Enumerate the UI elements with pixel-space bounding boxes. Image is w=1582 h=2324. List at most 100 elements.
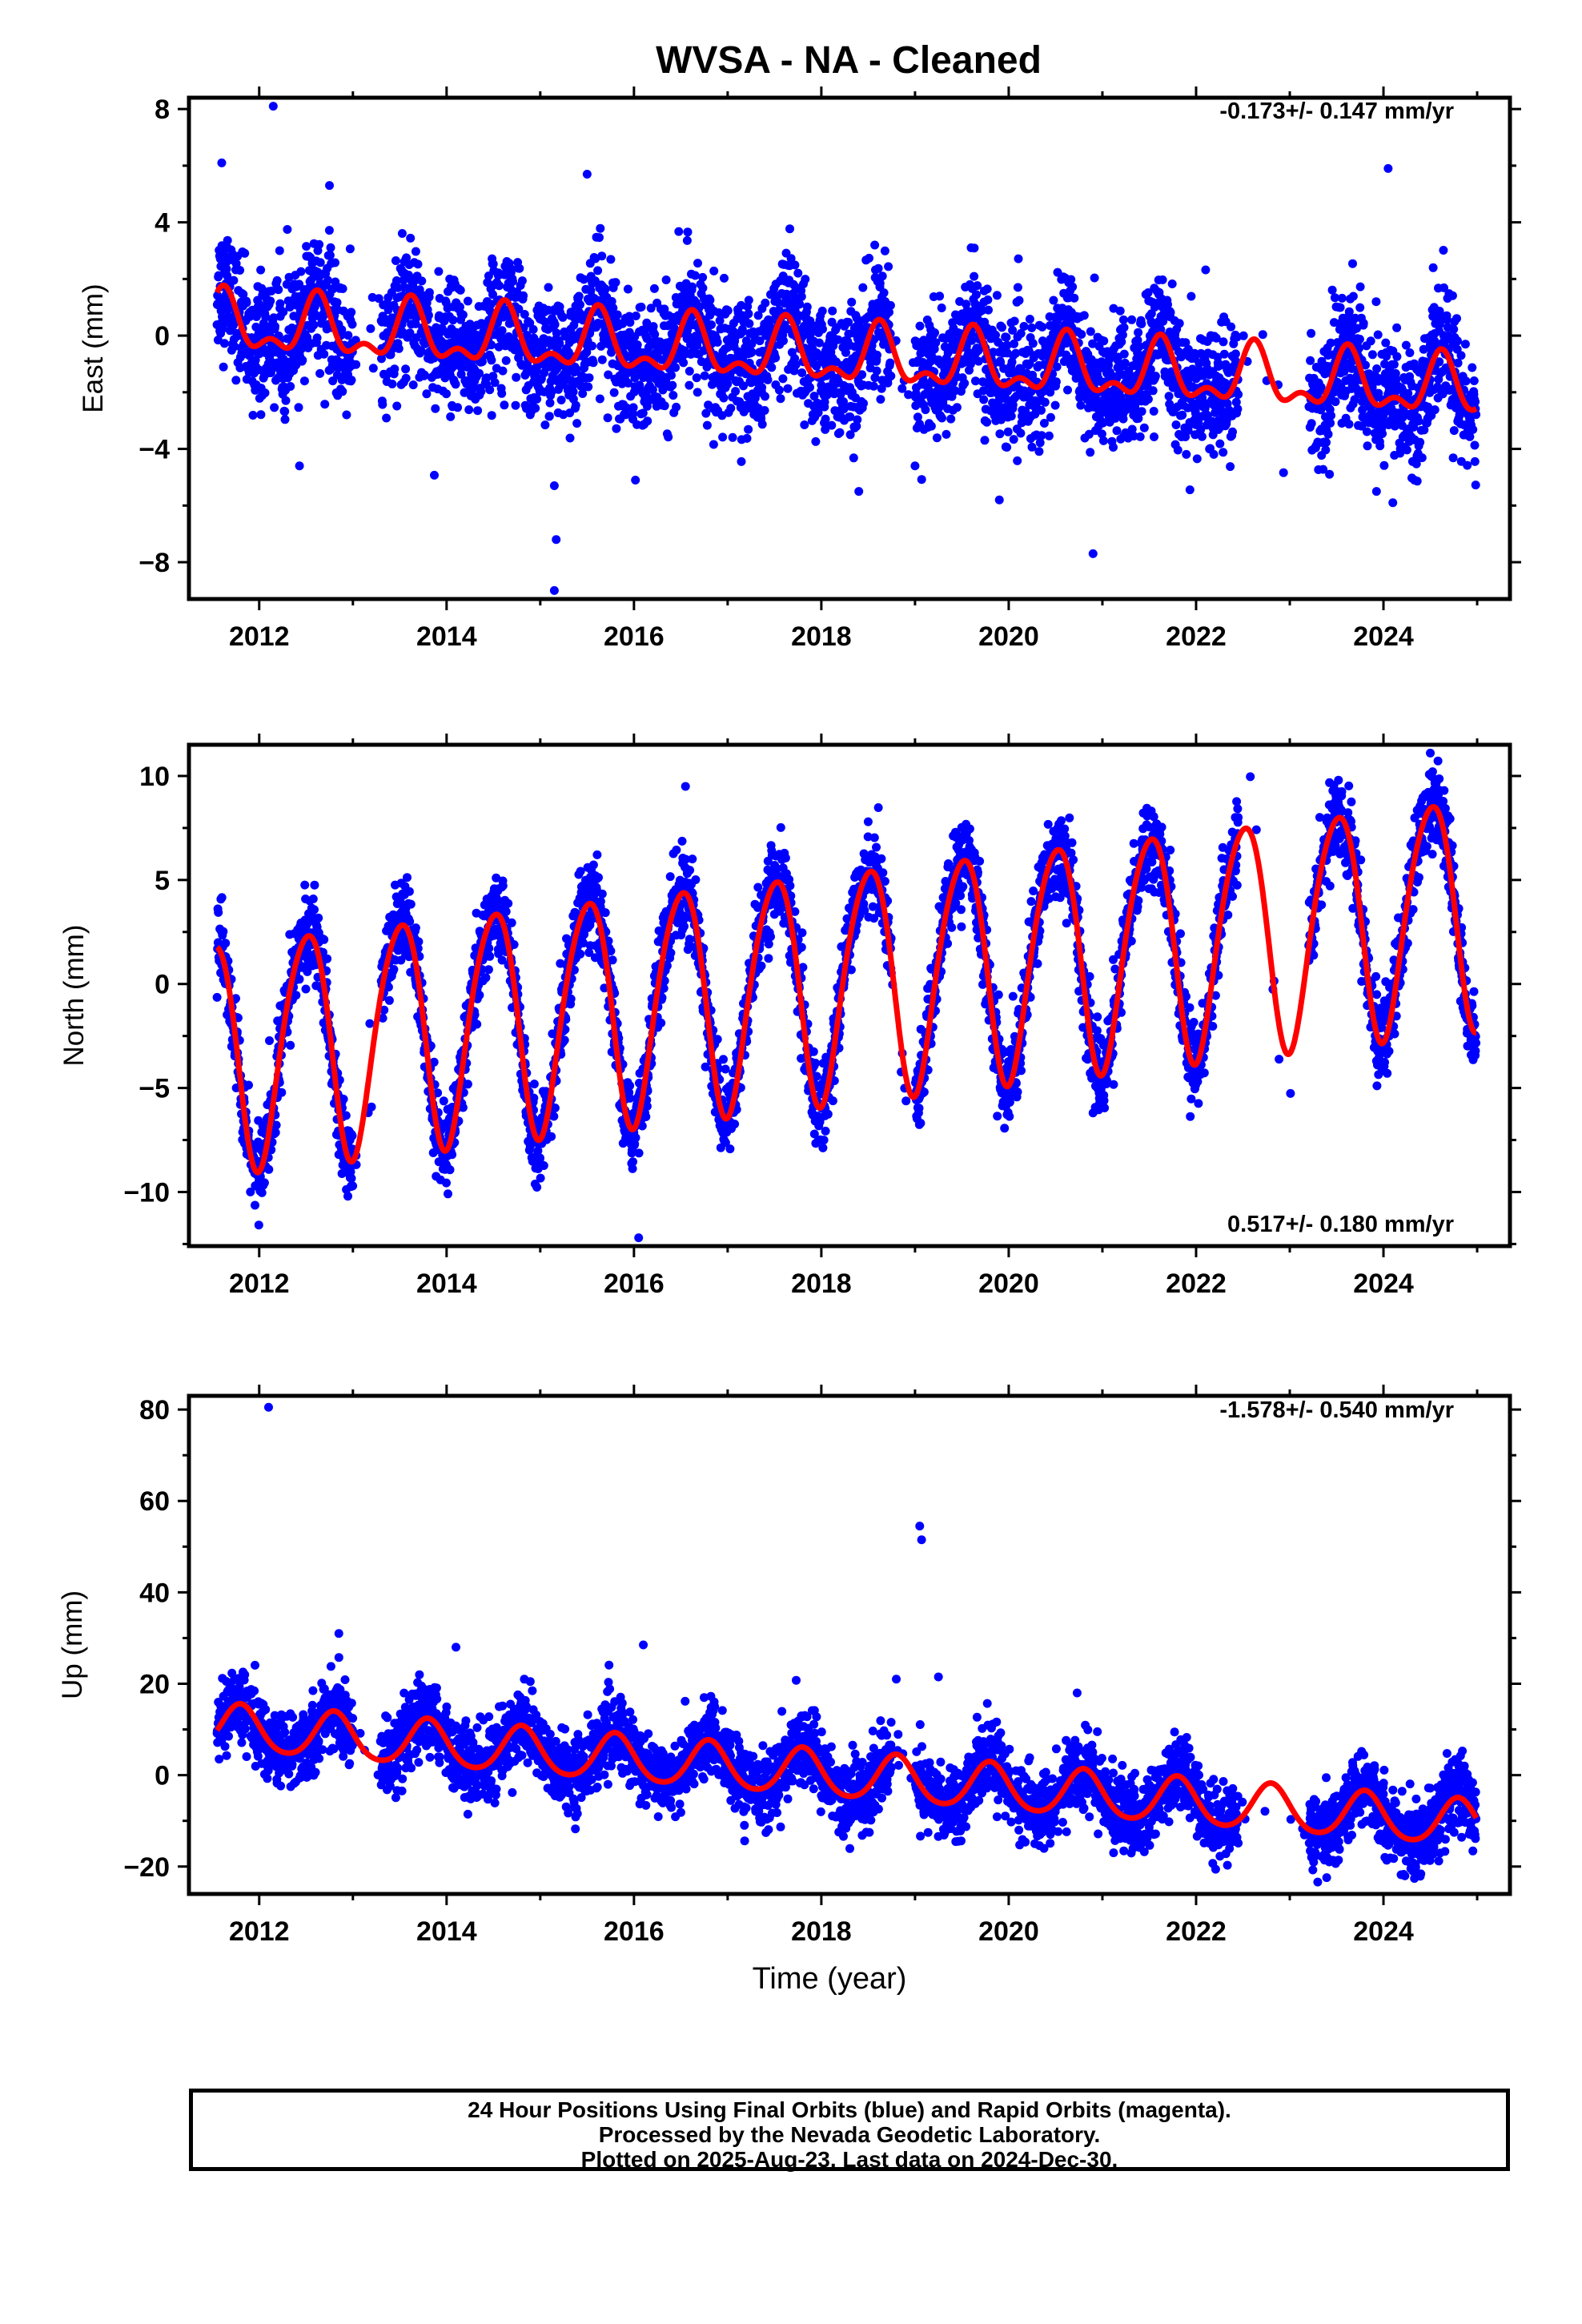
east-data-point: [1044, 431, 1054, 440]
east-data-point: [345, 244, 355, 254]
north-data-point: [389, 965, 399, 974]
east-data-point: [1014, 296, 1024, 305]
north-data-point: [411, 923, 420, 933]
east-data-point: [660, 401, 669, 411]
east-data-point: [413, 259, 423, 269]
east-data-point: [1028, 339, 1038, 348]
east-data-point: [519, 291, 528, 300]
north-data-point: [265, 1036, 274, 1045]
east-data-point: [1209, 449, 1219, 459]
east-data-point: [565, 433, 575, 443]
east-data-point: [1039, 419, 1049, 428]
east-data-point: [584, 373, 594, 383]
north-data-point: [217, 893, 227, 903]
east-data-point: [885, 358, 895, 368]
east-y-tick-label: 0: [155, 321, 170, 352]
east-data-point: [1449, 426, 1459, 436]
east-data-point: [1077, 330, 1086, 339]
east-data-point: [873, 263, 883, 273]
north-data-point: [341, 1111, 351, 1120]
east-data-point: [571, 400, 580, 410]
east-data-point: [776, 394, 785, 404]
east-data-point: [522, 331, 532, 340]
east-data-point: [841, 348, 850, 357]
north-data-point: [221, 939, 231, 948]
east-data-point: [1076, 400, 1086, 410]
east-data-point: [272, 275, 282, 285]
east-data-point: [1166, 308, 1175, 317]
east-data-point: [279, 308, 288, 316]
east-data-point: [287, 324, 297, 332]
east-data-point: [737, 456, 746, 466]
east-data-point: [698, 283, 708, 293]
east-data-point: [408, 380, 418, 390]
east-data-point: [487, 356, 496, 365]
east-data-point: [877, 271, 887, 281]
east-data-point: [231, 259, 241, 268]
east-data-point: [1003, 427, 1013, 436]
east-data-point: [1379, 460, 1389, 470]
east-data-point: [511, 400, 520, 410]
east-data-point: [1453, 358, 1463, 368]
east-data-point: [739, 381, 748, 391]
east-data-point: [1008, 325, 1018, 335]
east-data-point: [857, 370, 867, 380]
east-data-point: [1158, 275, 1167, 284]
east-data-point: [1371, 487, 1381, 497]
east-data-point: [966, 360, 975, 369]
east-data-point: [935, 292, 945, 301]
east-data-point: [669, 391, 678, 400]
east-data-point: [558, 312, 568, 322]
east-data-point: [774, 385, 784, 395]
east-data-point: [718, 432, 728, 442]
east-data-point: [464, 405, 474, 415]
east-data-point: [460, 388, 469, 397]
east-data-point: [859, 399, 868, 408]
east-data-point: [1448, 453, 1458, 463]
east-outlier-point: [910, 461, 920, 471]
east-data-point: [1392, 323, 1402, 332]
east-data-point: [303, 332, 312, 342]
north-data-point: [264, 1164, 274, 1174]
east-data-point: [643, 416, 652, 426]
east-data-point: [555, 339, 564, 348]
east-data-point: [488, 259, 498, 269]
east-data-point: [1469, 376, 1479, 385]
east-data-point: [1363, 441, 1372, 451]
east-data-point: [980, 436, 990, 445]
east-data-point: [266, 296, 275, 306]
east-data-point: [1201, 265, 1211, 275]
east-data-point: [572, 364, 581, 374]
east-data-point: [1130, 404, 1140, 413]
east-data-point: [875, 279, 885, 288]
east-data-point: [377, 354, 386, 364]
east-data-point: [498, 366, 508, 376]
east-data-point: [245, 351, 254, 360]
east-data-point: [628, 403, 638, 412]
east-data-point: [931, 338, 941, 348]
east-data-point: [1321, 445, 1331, 455]
east-data-point: [642, 318, 652, 328]
east-data-point: [1038, 322, 1047, 332]
east-data-point: [1146, 364, 1155, 374]
east-data-point: [709, 266, 719, 275]
east-data-point: [1035, 438, 1045, 448]
east-data-point: [402, 253, 412, 263]
east-rate-label: -0.173+/- 0.147 mm/yr: [1219, 99, 1454, 124]
east-data-point: [811, 436, 821, 446]
east-data-point: [865, 253, 873, 263]
east-data-point: [568, 387, 578, 396]
east-data-point: [323, 275, 332, 285]
east-data-point: [1115, 306, 1125, 316]
east-data-point: [1164, 392, 1174, 401]
east-data-point: [1182, 449, 1191, 459]
east-data-point: [446, 412, 456, 421]
north-data-point: [484, 965, 493, 975]
east-data-point: [508, 276, 517, 286]
east-data-point: [248, 411, 258, 420]
east-data-point: [488, 290, 497, 300]
east-data-point: [528, 324, 538, 334]
east-data-point: [829, 341, 838, 351]
east-data-point: [1325, 469, 1335, 479]
east-data-point: [1013, 456, 1022, 465]
